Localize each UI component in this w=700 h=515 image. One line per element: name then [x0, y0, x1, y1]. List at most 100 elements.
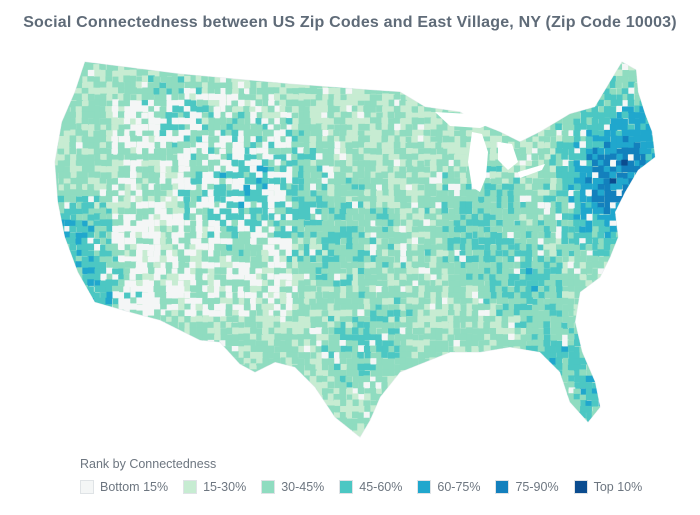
zip-cell: [561, 201, 569, 209]
zip-cell: [537, 328, 545, 335]
zip-cell: [436, 147, 444, 155]
zip-cell: [88, 142, 95, 150]
zip-cell: [226, 238, 233, 246]
zip-cell: [106, 202, 113, 210]
zip-cell: [328, 63, 336, 71]
zip-cell: [237, 286, 245, 294]
zip-cell: [231, 172, 239, 179]
zip-cell: [285, 64, 293, 72]
zip-cell: [621, 159, 628, 167]
zip-cell: [111, 237, 119, 245]
zip-cell: [591, 94, 599, 101]
zip-cell: [280, 160, 288, 168]
zip-cell: [328, 142, 335, 149]
zip-cell: [232, 112, 239, 120]
zip-cell: [483, 322, 490, 329]
zip-cell: [651, 256, 655, 263]
zip-cell: [280, 226, 288, 233]
zip-cell: [495, 159, 502, 167]
zip-cell: [184, 202, 191, 210]
zip-cell: [592, 220, 599, 227]
zip-cell: [346, 154, 354, 161]
zip-cell: [286, 310, 293, 317]
zip-cell: [513, 231, 521, 239]
zip-cell: [298, 178, 306, 185]
zip-cell: [345, 321, 353, 329]
zip-cell: [520, 291, 528, 299]
zip-cell: [495, 135, 503, 143]
zip-cell: [136, 327, 144, 335]
zip-cell: [507, 279, 515, 286]
zip-cell: [400, 268, 407, 275]
zip-cell: [232, 118, 239, 125]
zip-cell: [646, 52, 653, 59]
zip-cell: [526, 94, 533, 102]
zip-cell: [159, 88, 166, 95]
zip-cell: [105, 219, 113, 226]
zip-cell: [334, 327, 341, 335]
zip-cell: [244, 111, 252, 119]
zip-cell: [460, 261, 468, 269]
zip-cell: [658, 123, 665, 130]
zip-cell: [261, 82, 268, 89]
zip-cell: [460, 298, 467, 305]
zip-cell: [237, 177, 245, 185]
zip-cell: [171, 87, 179, 95]
zip-cell: [328, 291, 335, 299]
zip-cell: [208, 63, 216, 71]
zip-cell: [76, 196, 83, 204]
zip-cell: [658, 310, 665, 317]
zip-cell: [154, 207, 162, 215]
zip-cell: [82, 63, 90, 71]
zip-cell: [69, 147, 76, 155]
zip-cell: [117, 93, 125, 100]
zip-cell: [280, 136, 287, 144]
zip-cell: [303, 136, 311, 143]
zip-cell: [279, 70, 287, 77]
zip-cell: [142, 316, 149, 324]
zip-cell: [382, 298, 389, 305]
zip-cell: [555, 322, 563, 329]
zip-cell: [208, 100, 216, 108]
zip-cell: [130, 147, 138, 154]
zip-cell: [142, 130, 150, 138]
zip-cell: [184, 274, 192, 281]
zip-cell: [376, 238, 383, 246]
zip-cell: [327, 267, 335, 275]
zip-cell: [165, 52, 172, 58]
zip-cell: [238, 333, 245, 341]
zip-cell: [58, 52, 65, 59]
zip-cell: [244, 99, 252, 107]
zip-cell: [220, 321, 227, 328]
zip-cell: [141, 118, 149, 126]
zip-cell: [513, 213, 521, 220]
zip-cell: [622, 226, 629, 234]
zip-cell: [448, 286, 455, 294]
zip-cell: [76, 189, 83, 196]
zip-cell: [339, 184, 347, 192]
zip-cell: [507, 124, 515, 131]
zip-cell: [591, 129, 599, 136]
zip-cell: [351, 111, 359, 119]
zip-cell: [460, 76, 468, 83]
zip-cell: [189, 285, 197, 292]
zip-cell: [196, 136, 203, 144]
zip-cell: [159, 160, 167, 168]
zip-cell: [424, 62, 432, 65]
zip-cell: [81, 100, 89, 108]
zip-cell: [81, 124, 88, 131]
zip-cell: [88, 309, 96, 317]
zip-cell: [381, 280, 389, 287]
zip-cell: [196, 201, 203, 209]
zip-cell: [532, 316, 540, 323]
zip-cell: [69, 118, 77, 125]
zip-cell: [256, 153, 264, 161]
zip-cell: [352, 213, 359, 221]
zip-cell: [166, 141, 173, 149]
zip-cell: [64, 195, 71, 202]
zip-cell: [363, 244, 371, 251]
zip-cell: [369, 249, 377, 256]
zip-cell: [106, 52, 113, 58]
zip-cell: [352, 123, 359, 131]
zip-cell: [382, 64, 390, 71]
